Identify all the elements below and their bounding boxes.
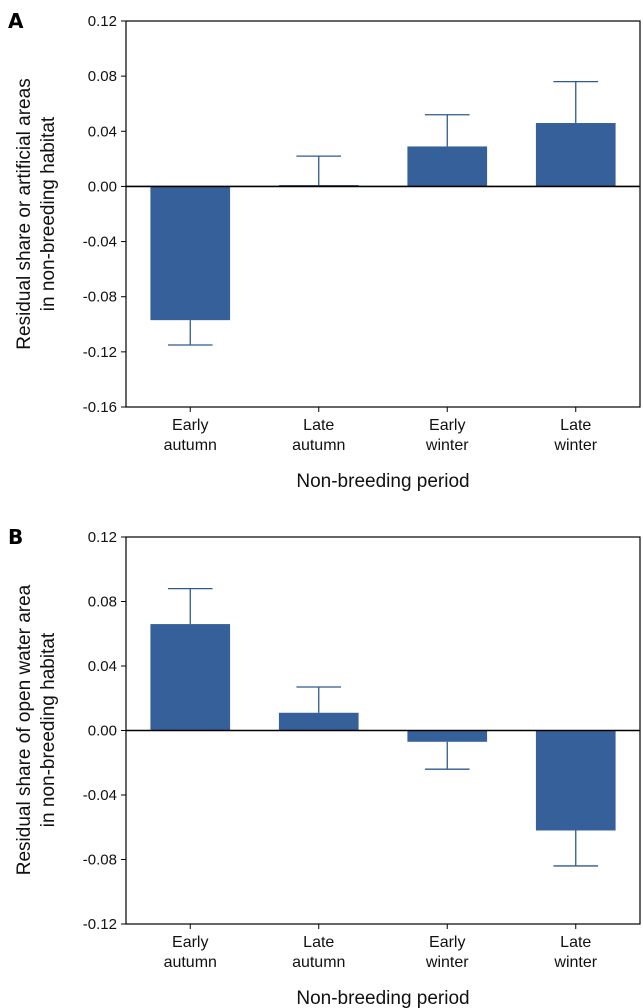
panel-label: A — [8, 9, 24, 33]
y-tick-label: 0.12 — [88, 529, 117, 546]
x-tick-label: Late winter — [553, 934, 597, 971]
bar — [407, 730, 488, 742]
plot-frame — [125, 20, 641, 408]
y-tick-label: -0.16 — [83, 399, 117, 416]
y-tick-label: -0.08 — [83, 289, 117, 306]
y-tick-label: 0.00 — [88, 178, 117, 195]
y-axis-title: in non-breeding habitat — [38, 632, 59, 827]
bar — [150, 186, 231, 321]
y-tick-label: -0.12 — [83, 916, 117, 933]
bar — [278, 712, 359, 731]
x-tick-label: Early autumn — [164, 417, 217, 454]
y-tick-label: -0.04 — [83, 234, 117, 251]
x-tick-label: Early winter — [425, 934, 469, 971]
y-tick-label: 0.00 — [88, 723, 117, 740]
bar — [150, 624, 231, 731]
y-tick-label: -0.04 — [83, 787, 117, 804]
x-tick-label: Early autumn — [164, 934, 217, 971]
bar — [535, 123, 616, 187]
y-tick-label: 0.12 — [88, 13, 117, 30]
y-axis-title: Residual share of open water area — [14, 584, 35, 875]
y-tick-label: -0.08 — [83, 852, 117, 869]
y-tick-label: 0.08 — [88, 594, 117, 611]
y-axis-title: in non-breeding habitat — [38, 116, 59, 311]
x-axis-title: Non-breeding period — [296, 471, 469, 492]
bar — [535, 730, 616, 831]
y-tick-label: 0.08 — [88, 68, 117, 85]
y-tick-label: -0.12 — [83, 344, 117, 361]
y-axis-title: Residual share or artificial areas — [14, 78, 35, 349]
chart-panel-a: A Early autumn Late autumn Early winter Late win… — [8, 9, 641, 492]
y-tick-label: 0.04 — [88, 123, 117, 140]
x-tick-label: Late winter — [553, 417, 597, 454]
x-tick-label: Early winter — [425, 417, 469, 454]
chart-panel-b: B Early autumn Late autumn Early winter Late win… — [8, 525, 641, 1008]
y-tick-label: 0.04 — [88, 658, 117, 675]
x-tick-label: Late autumn — [292, 417, 345, 454]
panel-label: B — [8, 525, 23, 549]
bar — [407, 146, 488, 187]
x-tick-label: Late autumn — [292, 934, 345, 971]
x-axis-title: Non-breeding period — [296, 988, 469, 1008]
